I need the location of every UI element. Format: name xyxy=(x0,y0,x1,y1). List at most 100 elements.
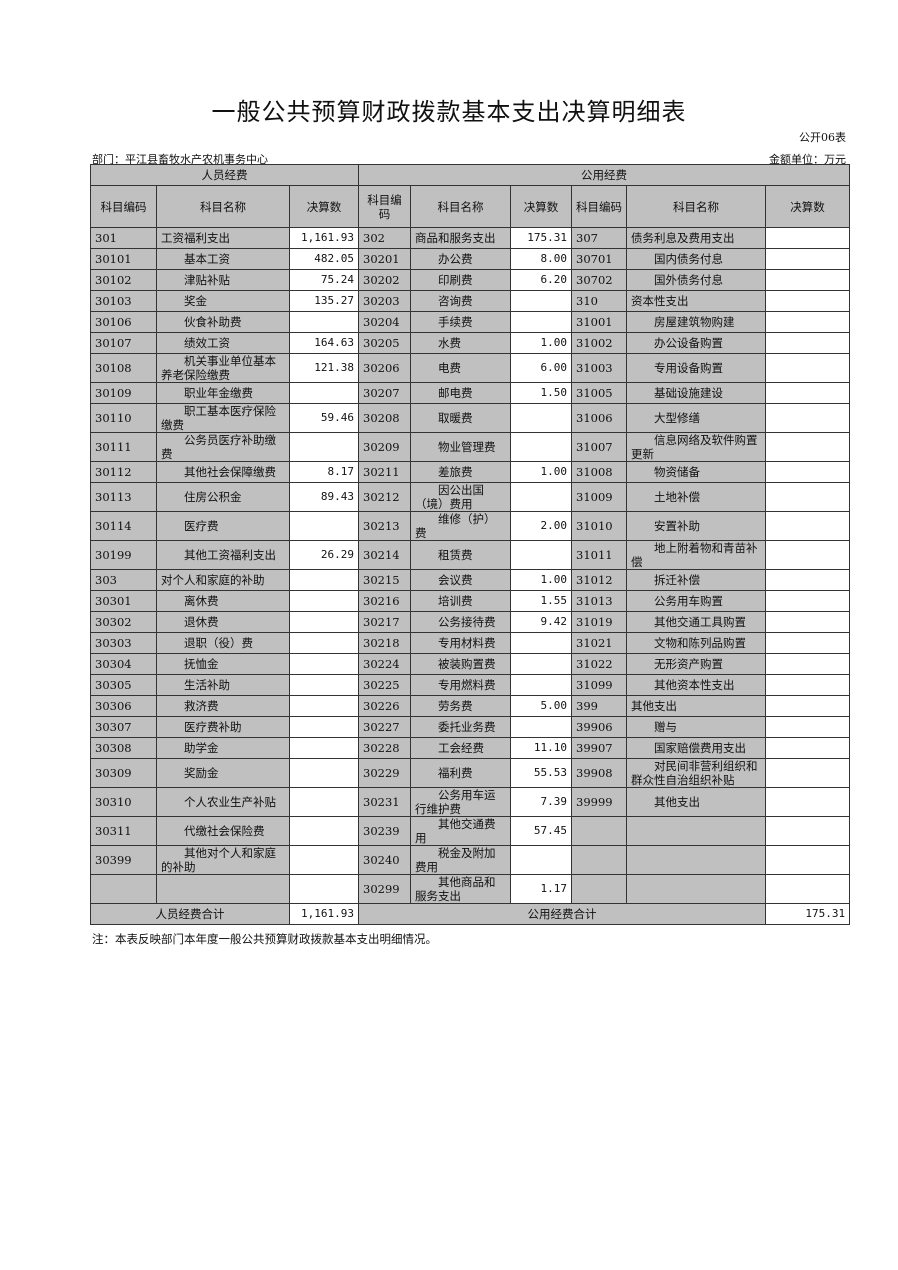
item-amount: 1.00 xyxy=(510,332,573,354)
table-row: 30109 职业年金缴费 30207 邮电费 1.50 31005 基础设施建设 xyxy=(90,382,851,404)
item-code: 30212 xyxy=(358,482,412,512)
group-personnel: 人员经费 xyxy=(89,164,360,186)
item-name: 其他对个人和家庭的补助 xyxy=(156,845,290,875)
item-name: 差旅费 xyxy=(410,461,512,483)
item-code: 31008 xyxy=(571,461,628,483)
item-code: 30240 xyxy=(358,845,412,875)
item-name: 其他交通费用 xyxy=(410,816,512,846)
item-name: 国家赔偿费用支出 xyxy=(626,737,767,759)
item-name xyxy=(626,816,767,846)
table-row: 30106 伙食补助费 30204 手续费 31001 房屋建筑物购建 xyxy=(90,311,851,333)
item-amount xyxy=(288,674,360,696)
item-name: 基本工资 xyxy=(156,248,290,270)
item-code: 30201 xyxy=(358,248,412,270)
item-amount xyxy=(765,290,851,312)
item-name: 离休费 xyxy=(156,590,290,612)
item-name xyxy=(156,874,290,904)
item-code: 30239 xyxy=(358,816,412,846)
item-amount xyxy=(765,569,851,591)
item-name: 信息网络及软件购置更新 xyxy=(626,432,767,462)
item-code: 30209 xyxy=(358,432,412,462)
item-code: 31011 xyxy=(571,540,628,570)
item-name: 工资福利支出 xyxy=(156,227,290,249)
table-row: 30306 救济费 30226 劳务费 5.00 399 其他支出 xyxy=(90,695,851,717)
table-row: 30114 医疗费 30213 维修（护）费 2.00 31010 安置补助 xyxy=(90,511,851,541)
item-code: 30101 xyxy=(90,248,157,270)
item-amount xyxy=(288,845,360,875)
item-amount xyxy=(765,816,851,846)
item-amount xyxy=(765,737,851,759)
item-amount xyxy=(765,269,851,291)
item-code: 30217 xyxy=(358,611,412,633)
item-name xyxy=(626,845,767,875)
item-amount xyxy=(288,569,360,591)
public-total-label: 公用经费合计 xyxy=(358,903,767,925)
item-code: 30112 xyxy=(90,461,157,483)
item-name: 大型修缮 xyxy=(626,403,767,433)
col-code: 科目编码 xyxy=(571,185,628,228)
item-name: 对个人和家庭的补助 xyxy=(156,569,290,591)
item-name: 抚恤金 xyxy=(156,653,290,675)
item-amount xyxy=(288,432,360,462)
item-code: 30309 xyxy=(90,758,157,788)
item-name: 职业年金缴费 xyxy=(156,382,290,404)
table-row: 303 对个人和家庭的补助 30215 会议费 1.00 31012 拆迁补偿 xyxy=(90,569,851,591)
item-code: 30204 xyxy=(358,311,412,333)
item-code: 31019 xyxy=(571,611,628,633)
item-code: 30227 xyxy=(358,716,412,738)
item-amount xyxy=(765,874,851,904)
item-code: 31099 xyxy=(571,674,628,696)
item-code: 30308 xyxy=(90,737,157,759)
item-name: 资本性支出 xyxy=(626,290,767,312)
item-name: 住房公积金 xyxy=(156,482,290,512)
item-amount: 8.17 xyxy=(288,461,360,483)
table-row: 30299 其他商品和服务支出 1.17 xyxy=(90,874,851,904)
item-code: 39907 xyxy=(571,737,628,759)
item-amount xyxy=(765,432,851,462)
item-name: 办公费 xyxy=(410,248,512,270)
item-name: 绩效工资 xyxy=(156,332,290,354)
item-code: 30701 xyxy=(571,248,628,270)
col-name: 科目名称 xyxy=(410,185,512,228)
item-code: 301 xyxy=(90,227,157,249)
item-code: 307 xyxy=(571,227,628,249)
group-public: 公用经费 xyxy=(358,164,851,186)
item-amount xyxy=(288,816,360,846)
item-amount: 1.50 xyxy=(510,382,573,404)
item-name: 专用设备购置 xyxy=(626,353,767,383)
item-code: 30304 xyxy=(90,653,157,675)
item-amount: 6.00 xyxy=(510,353,573,383)
item-amount: 6.20 xyxy=(510,269,573,291)
item-amount xyxy=(510,482,573,512)
item-name: 手续费 xyxy=(410,311,512,333)
item-name: 办公设备购置 xyxy=(626,332,767,354)
item-amount: 482.05 xyxy=(288,248,360,270)
item-name: 奖励金 xyxy=(156,758,290,788)
item-code: 30231 xyxy=(358,787,412,817)
item-amount xyxy=(765,632,851,654)
item-amount xyxy=(288,632,360,654)
item-name: 公务接待费 xyxy=(410,611,512,633)
item-amount: 8.00 xyxy=(510,248,573,270)
item-code: 31021 xyxy=(571,632,628,654)
item-amount xyxy=(288,311,360,333)
item-code: 30216 xyxy=(358,590,412,612)
item-code: 30113 xyxy=(90,482,157,512)
item-name: 无形资产购置 xyxy=(626,653,767,675)
item-name: 其他支出 xyxy=(626,695,767,717)
item-name xyxy=(626,874,767,904)
item-amount xyxy=(765,403,851,433)
item-code: 30225 xyxy=(358,674,412,696)
item-code: 30114 xyxy=(90,511,157,541)
item-code: 30110 xyxy=(90,403,157,433)
item-name: 福利费 xyxy=(410,758,512,788)
item-name: 其他工资福利支出 xyxy=(156,540,290,570)
table-row: 30108 机关事业单位基本养老保险缴费 121.38 30206 电费 6.00 3100… xyxy=(90,353,851,383)
item-amount xyxy=(510,653,573,675)
item-amount: 7.39 xyxy=(510,787,573,817)
item-name: 因公出国（境）费用 xyxy=(410,482,512,512)
item-amount: 11.10 xyxy=(510,737,573,759)
table-row: 30304 抚恤金 30224 被装购置费 31022 无形资产购置 xyxy=(90,653,851,675)
item-code: 30214 xyxy=(358,540,412,570)
